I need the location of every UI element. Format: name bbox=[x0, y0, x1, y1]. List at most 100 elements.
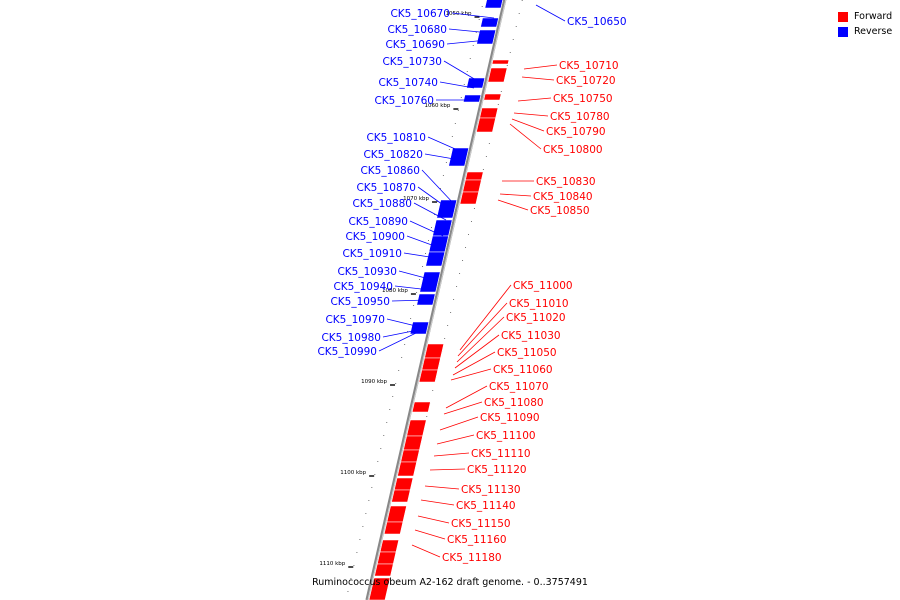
reverse-gene-label: CK5_10870 bbox=[356, 182, 416, 194]
tick-dot bbox=[432, 390, 434, 391]
forward-leader-line bbox=[513, 112, 549, 117]
forward-gene-block bbox=[400, 449, 420, 463]
reverse-leader-line bbox=[382, 329, 419, 338]
legend-item-reverse: Reverse bbox=[838, 24, 892, 39]
forward-gene-block bbox=[483, 93, 502, 101]
forward-gene-label: CK5_11080 bbox=[484, 397, 544, 409]
tick-dot bbox=[398, 370, 400, 371]
forward-leader-line bbox=[523, 64, 558, 70]
forward-gene-block bbox=[491, 59, 510, 65]
tick-dot bbox=[362, 526, 364, 527]
tick-dot bbox=[448, 149, 450, 150]
tick-dot bbox=[512, 39, 514, 40]
forward-gene-label: CK5_11060 bbox=[493, 364, 553, 376]
reverse-gene-label: CK5_10860 bbox=[360, 165, 420, 177]
tick-dot bbox=[466, 71, 468, 72]
reverse-gene-label: CK5_10970 bbox=[325, 314, 385, 326]
tick-dot bbox=[459, 273, 461, 274]
forward-leader-line bbox=[411, 544, 441, 558]
kbp-label: 1100 kbp bbox=[340, 470, 366, 476]
reverse-leader-line bbox=[386, 318, 421, 328]
forward-gene-label: CK5_11130 bbox=[461, 484, 521, 496]
tick-dot bbox=[433, 214, 435, 215]
tick-dot bbox=[451, 136, 453, 137]
reverse-gene-label: CK5_10650 bbox=[567, 16, 627, 28]
forward-gene-block bbox=[397, 461, 418, 477]
tick-dot bbox=[468, 234, 469, 235]
reverse-gene-block bbox=[448, 147, 470, 167]
forward-gene-block bbox=[403, 435, 424, 451]
legend-forward-label: Forward bbox=[854, 11, 893, 22]
reverse-gene-block bbox=[428, 235, 449, 253]
forward-leader-line bbox=[452, 351, 496, 376]
forward-gene-block bbox=[418, 369, 439, 383]
reverse-gene-label: CK5_10980 bbox=[321, 332, 381, 344]
forward-gene-block bbox=[379, 539, 400, 553]
forward-gene-block bbox=[476, 117, 496, 133]
forward-gene-label: CK5_10790 bbox=[546, 126, 606, 138]
tick-dot bbox=[521, 0, 523, 1]
genome-caption: Ruminococcus obeum A2-162 draft genome. … bbox=[312, 577, 588, 588]
forward-gene-block bbox=[393, 477, 414, 491]
forward-gene-label: CK5_11000 bbox=[513, 280, 573, 292]
forward-gene-label: CK5_11010 bbox=[509, 298, 569, 310]
reverse-gene-label: CK5_10990 bbox=[317, 346, 377, 358]
forward-gene-label: CK5_11090 bbox=[480, 412, 540, 424]
forward-leader-line bbox=[450, 368, 492, 381]
kbp-label: 1080 kbp bbox=[382, 288, 408, 294]
forward-gene-label: CK5_10780 bbox=[550, 111, 610, 123]
reverse-gene-label: CK5_10910 bbox=[342, 248, 402, 260]
forward-gene-block bbox=[376, 551, 397, 565]
forward-gene-label: CK5_10800 bbox=[543, 144, 603, 156]
tick-dot bbox=[377, 461, 379, 462]
tick-dot bbox=[410, 318, 412, 319]
tick-dot bbox=[389, 409, 391, 410]
forward-leader-line bbox=[459, 284, 512, 351]
forward-leader-line bbox=[445, 385, 488, 409]
reverse-gene-label: CK5_10680 bbox=[387, 24, 447, 36]
forward-leader-line bbox=[414, 529, 446, 540]
tick-dot bbox=[428, 240, 429, 241]
forward-gene-label: CK5_10840 bbox=[533, 191, 593, 203]
reverse-leader-line bbox=[448, 28, 491, 34]
forward-leader-line bbox=[499, 193, 532, 197]
forward-gene-label: CK5_11120 bbox=[467, 464, 527, 476]
tick-dot bbox=[386, 422, 388, 423]
tick-dot bbox=[347, 591, 349, 592]
forward-gene-block bbox=[421, 357, 441, 371]
tick-dot bbox=[472, 45, 474, 46]
tick-dot bbox=[444, 338, 446, 339]
tick-dot bbox=[413, 305, 415, 306]
reverse-leader-line bbox=[413, 202, 447, 221]
reverse-leader-line bbox=[421, 169, 456, 206]
reverse-gene-label: CK5_10880 bbox=[352, 198, 412, 210]
tick-dot bbox=[457, 110, 459, 111]
tick-dot bbox=[456, 286, 458, 287]
forward-leader-line bbox=[456, 316, 505, 363]
forward-gene-block bbox=[487, 67, 508, 83]
tick-dot bbox=[442, 175, 444, 176]
reverse-gene-block bbox=[462, 94, 482, 103]
forward-gene-label: CK5_11100 bbox=[476, 430, 536, 442]
reverse-leader-line bbox=[398, 270, 434, 281]
forward-gene-block bbox=[462, 179, 482, 193]
forward-gene-block bbox=[391, 489, 411, 503]
forward-leader-line bbox=[454, 334, 500, 369]
reverse-gene-label: CK5_10670 bbox=[390, 8, 450, 20]
reverse-leader-line bbox=[378, 332, 417, 352]
forward-gene-label: CK5_11140 bbox=[456, 500, 516, 512]
reverse-leader-line bbox=[446, 39, 488, 45]
forward-gene-label: CK5_11050 bbox=[497, 347, 557, 359]
tick-dot bbox=[450, 312, 452, 313]
legend-reverse-label: Reverse bbox=[854, 26, 893, 37]
tick-dot bbox=[478, 19, 480, 20]
legend-item-forward: Forward bbox=[838, 9, 892, 24]
tick-dot bbox=[482, 169, 484, 170]
forward-leader-line bbox=[436, 434, 475, 445]
tick-dot bbox=[419, 279, 421, 280]
forward-gene-block bbox=[479, 107, 499, 119]
forward-gene-label: CK5_11030 bbox=[501, 330, 561, 342]
reverse-leader-line bbox=[403, 252, 437, 259]
